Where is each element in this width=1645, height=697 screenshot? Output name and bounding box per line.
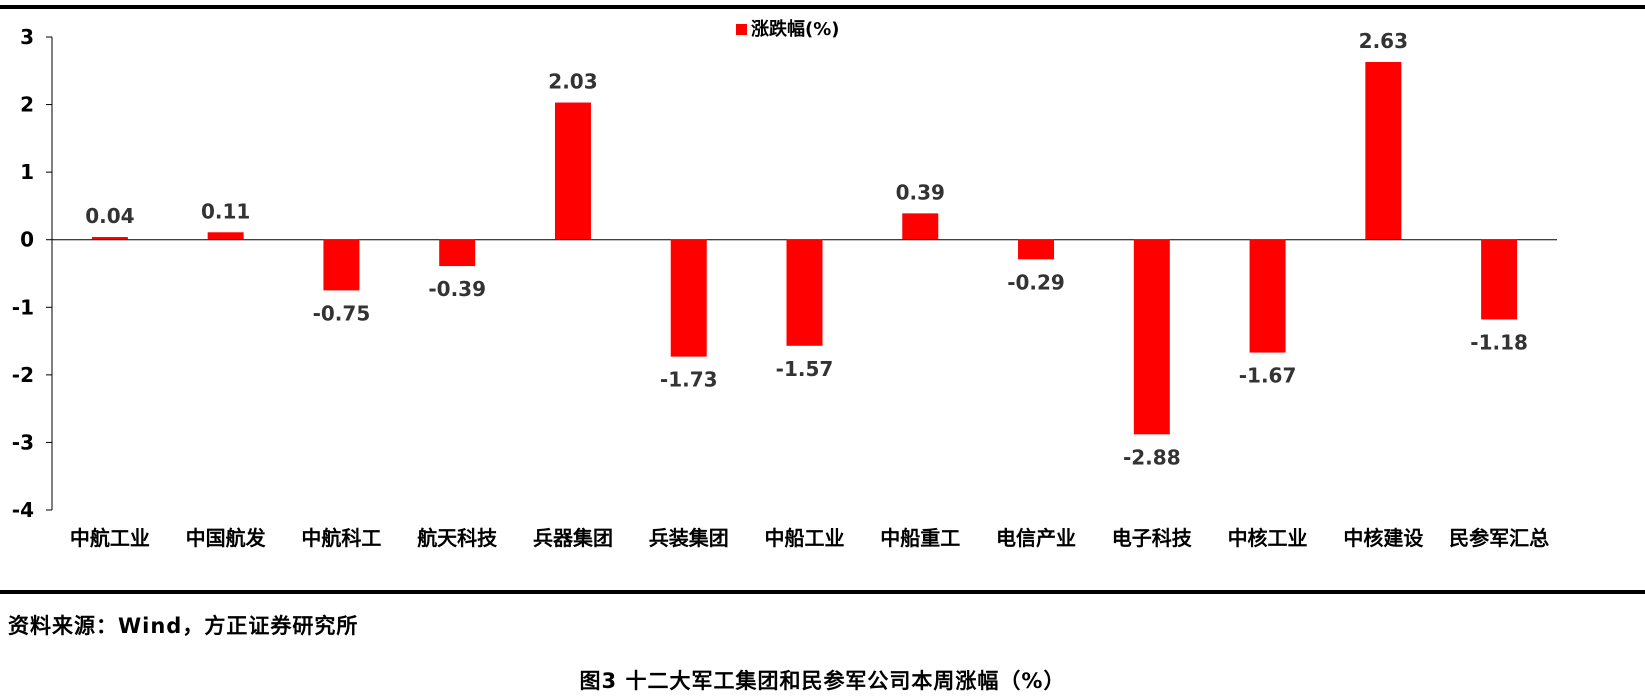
data-label: 2.63 <box>1359 29 1408 53</box>
x-tick-label: 民参军汇总 <box>1449 526 1549 550</box>
x-tick-label: 兵装集团 <box>649 526 729 550</box>
x-tick-label: 中船工业 <box>765 526 845 550</box>
x-tick-label: 中核工业 <box>1228 526 1308 550</box>
y-tick-label: 0 <box>20 228 34 252</box>
figure-caption: 图3 十二大军工集团和民参军公司本周涨幅（%） <box>579 669 1066 693</box>
top-rule <box>0 5 1645 9</box>
bar <box>207 232 244 240</box>
data-label: -0.75 <box>313 301 371 325</box>
data-label: 0.39 <box>896 180 945 204</box>
bar <box>1365 62 1402 240</box>
x-tick-label: 电信产业 <box>996 526 1076 550</box>
y-tick-label: -3 <box>12 430 34 454</box>
data-label: 0.04 <box>85 204 134 228</box>
data-label: -1.57 <box>776 357 834 381</box>
bar <box>1133 239 1170 435</box>
y-tick-label: 1 <box>20 160 34 184</box>
y-tick-label: -1 <box>12 295 34 319</box>
data-label: -1.18 <box>1470 330 1528 354</box>
bar <box>554 102 591 240</box>
data-label: 0.11 <box>201 199 250 223</box>
x-tick-label: 中船重工 <box>880 526 960 550</box>
data-label: -0.29 <box>1007 270 1065 294</box>
data-label: -1.73 <box>660 368 718 392</box>
data-label: -2.88 <box>1123 445 1181 469</box>
bar <box>902 213 939 240</box>
x-tick-label: 航天科技 <box>417 526 498 550</box>
legend-label: 涨跌幅(%) <box>751 18 840 40</box>
legend-swatch <box>736 24 747 35</box>
x-tick-label: 中国航发 <box>186 526 267 550</box>
bar <box>1249 239 1286 353</box>
bar <box>1481 239 1518 320</box>
data-label: 2.03 <box>548 70 597 94</box>
bar <box>439 239 476 267</box>
x-tick-label: 中航工业 <box>70 526 150 550</box>
x-tick-label: 兵器集团 <box>533 526 613 550</box>
x-tick-label: 电子科技 <box>1112 526 1193 550</box>
source-note: 资料来源：Wind，方正证券研究所 <box>8 614 359 638</box>
data-label: -1.67 <box>1239 364 1297 388</box>
data-label: -0.39 <box>428 277 486 301</box>
bar <box>323 239 360 291</box>
y-tick-label: 3 <box>20 25 34 49</box>
bar <box>1018 239 1055 260</box>
bar-chart: 3 2 1 0 -1 -2 -3 -4 0.04 中航工业 0.11 中国航发 -0.75 中航科工 -0.… <box>12 18 1557 550</box>
bar <box>91 237 128 240</box>
x-tick-label: 中航科工 <box>301 526 381 550</box>
bottom-rule <box>0 590 1645 594</box>
bar <box>670 239 707 357</box>
y-tick-label: -4 <box>12 498 34 522</box>
y-tick-label: -2 <box>12 363 34 387</box>
y-tick-label: 2 <box>20 93 34 117</box>
bar <box>786 239 823 346</box>
x-tick-label: 中核建设 <box>1343 526 1423 550</box>
